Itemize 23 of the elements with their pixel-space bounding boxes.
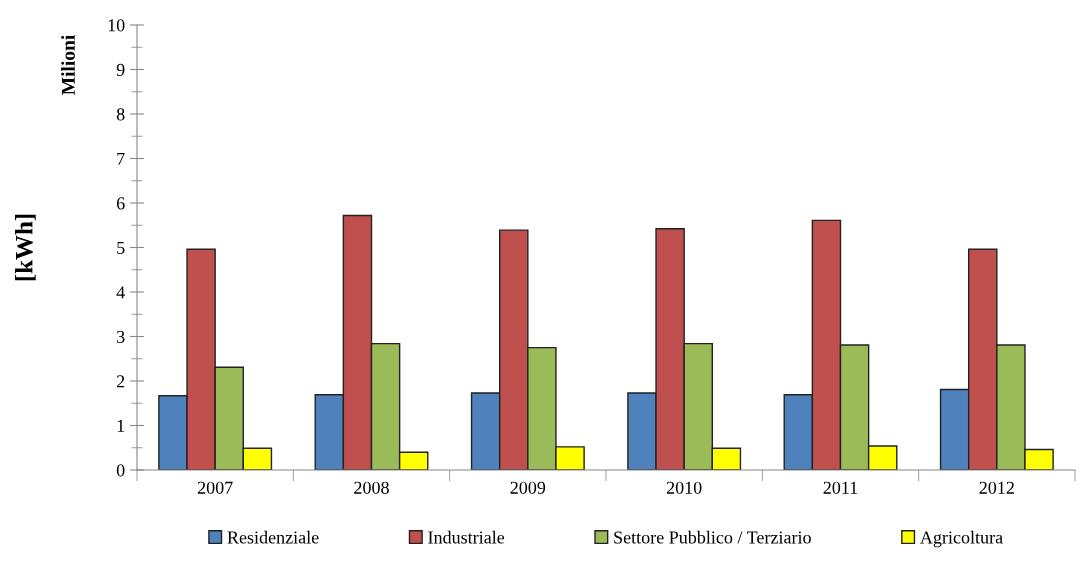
y-tick-label: 6 — [116, 197, 125, 210]
y-tick-label: 3 — [117, 330, 125, 343]
y-tick-label: 0 — [116, 464, 125, 477]
y-tick-label: 1 — [117, 419, 125, 432]
x-tick-label: 2009 — [510, 481, 546, 494]
x-tick-label: 2008 — [354, 481, 389, 494]
y-axis-title: [kWh] — [15, 214, 36, 281]
y-tick-label: 2 — [116, 375, 125, 388]
text: Milioni — [61, 35, 75, 95]
x-tick-label: 2012 — [979, 481, 1014, 494]
legend-label: Residenziale — [227, 530, 319, 544]
legend-label: Settore Pubblico / Terziario — [614, 530, 811, 544]
y-tick-label: 10 — [108, 19, 125, 32]
y-tick-label: 7 — [117, 152, 125, 165]
x-tick-label: 2011 — [823, 481, 858, 494]
x-tick-label: 2010 — [666, 481, 702, 494]
y-tick-label: 9 — [116, 63, 125, 76]
legend-label: Industriale — [428, 530, 505, 544]
y-tick-label: 4 — [116, 286, 125, 299]
x-tick-label: 2007 — [197, 481, 233, 494]
y-tick-label: 5 — [117, 241, 125, 254]
legend-label: Agricoltura — [920, 530, 1003, 548]
y-tick-label: 8 — [116, 108, 125, 121]
